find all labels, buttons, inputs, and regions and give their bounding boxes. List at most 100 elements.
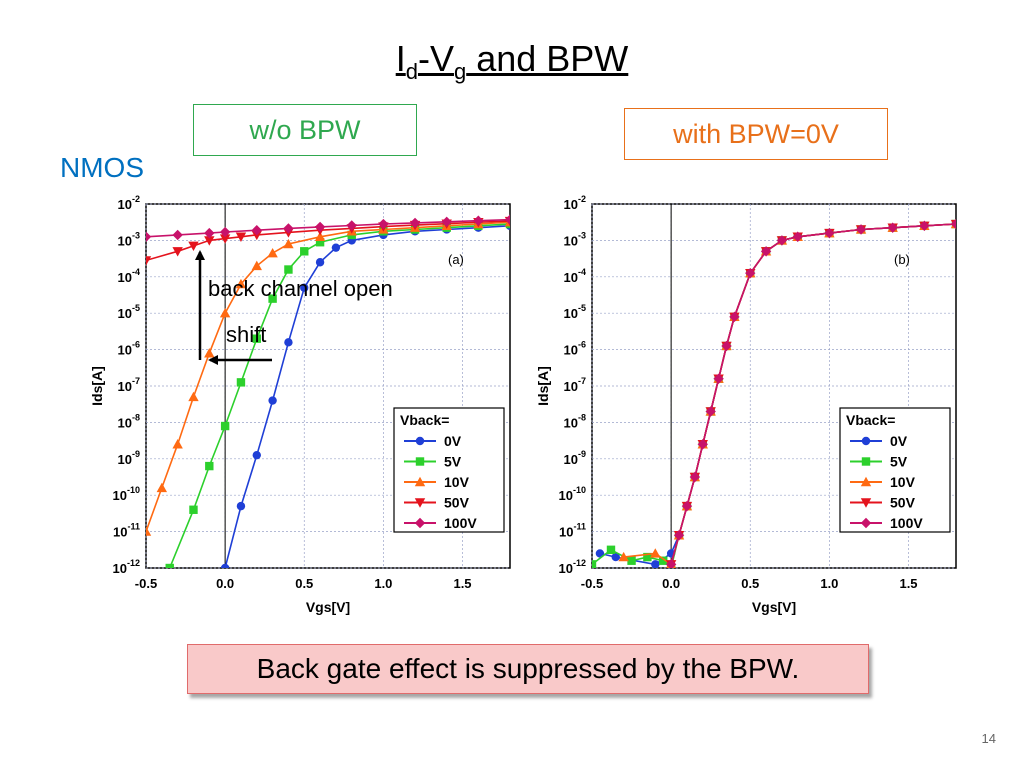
data-point (156, 482, 168, 493)
data-point (204, 236, 215, 246)
page-number: 14 (981, 731, 996, 746)
y-tick-label: 10-9 (564, 449, 586, 467)
data-point (188, 241, 199, 252)
data-point (643, 552, 652, 562)
data-point (284, 265, 293, 274)
y-tick-label: 10-9 (118, 449, 140, 467)
title-i: I (395, 38, 406, 79)
legend: Vback= 0V 5V 10V 50V 100V (393, 407, 505, 533)
annotation-shift: shift (226, 322, 267, 347)
data-point (611, 552, 620, 562)
data-point (267, 247, 278, 258)
x-tick-label: 1.5 (899, 576, 917, 591)
data-point (204, 227, 215, 239)
y-tick-label: 10-5 (564, 303, 586, 321)
y-tick-label: 10-4 (564, 267, 586, 285)
data-point (300, 283, 309, 292)
data-point (504, 214, 510, 225)
title-g-subscript: g (453, 59, 467, 85)
legend-entry: 0V (444, 433, 462, 449)
data-point (473, 215, 484, 226)
y-tick-label: 10-2 (118, 194, 140, 212)
legend-marker (414, 476, 426, 487)
data-point (314, 231, 326, 241)
x-axis-label: Vgs[V] (752, 599, 796, 615)
data-point (220, 563, 230, 568)
legend: Vback= 0V 5V 10V 50V 100V (839, 407, 951, 533)
data-point (314, 221, 326, 233)
legend-marker (860, 476, 872, 487)
x-tick-label: 0.0 (216, 576, 234, 591)
data-point (165, 563, 174, 568)
data-point (659, 556, 668, 565)
data-point (235, 278, 247, 289)
conclusion-note: Back gate effect is suppressed by the BP… (187, 644, 869, 694)
data-point (346, 220, 357, 231)
data-point (651, 560, 660, 568)
y-tick-label: 10-10 (113, 485, 140, 503)
data-point (950, 218, 956, 230)
legend-title: Vback= (400, 412, 449, 428)
title-v: -V (417, 38, 454, 79)
data-point (887, 222, 898, 233)
y-tick-label: 10-8 (564, 412, 586, 430)
data-point (146, 526, 152, 536)
data-point (283, 238, 294, 249)
x-tick-label: 0.0 (662, 576, 680, 591)
data-point (618, 551, 629, 562)
y-tick-label: 10-10 (559, 485, 586, 503)
x-tick-label: -0.5 (581, 576, 603, 591)
y-tick-label: 10-4 (118, 267, 140, 285)
title-rest: and BPW (466, 38, 629, 79)
x-tick-label: 0.5 (295, 576, 313, 591)
legend-entry: 5V (444, 454, 462, 470)
legend-marker (860, 498, 872, 508)
data-point (721, 340, 732, 352)
data-point (268, 396, 277, 405)
data-point (251, 225, 262, 236)
legend-entry: 0V (890, 433, 908, 449)
data-point (251, 230, 262, 241)
data-point (792, 231, 803, 242)
data-point (219, 308, 231, 318)
data-point (855, 224, 867, 235)
y-tick-label: 10-7 (118, 376, 140, 394)
data-point (689, 471, 701, 483)
x-tick-label: 1.0 (374, 576, 392, 591)
legend-marker (415, 457, 425, 466)
data-point (236, 501, 246, 511)
y-axis-label: Ids[A] (535, 366, 551, 406)
y-tick-label: 10-5 (118, 303, 140, 321)
data-point (252, 334, 261, 343)
y-tick-label: 10-3 (564, 230, 586, 248)
data-point (172, 439, 183, 449)
data-point (172, 229, 183, 241)
title-d-subscript: d (405, 59, 418, 85)
data-point (235, 232, 247, 242)
data-point (252, 450, 261, 460)
left-panel-label: w/o BPW (249, 114, 361, 145)
x-tick-label: 1.5 (453, 576, 471, 591)
y-tick-label: 10-6 (118, 340, 140, 358)
legend-marker (415, 436, 425, 446)
data-point (268, 294, 277, 303)
chart-a: 10-12 10-11 10-10 10-9 10-8 10-7 10-6 10-5 10-4 1… (89, 194, 511, 615)
y-tick-label: 10-7 (564, 376, 586, 394)
y-tick-label: 10-12 (559, 558, 586, 576)
data-point (673, 530, 685, 541)
data-point (251, 260, 262, 271)
nmos-label: NMOS (60, 152, 144, 183)
data-point (315, 258, 325, 267)
legend-marker (414, 498, 426, 508)
data-point (236, 378, 246, 387)
data-point (172, 247, 183, 257)
data-point (188, 391, 199, 402)
data-point (205, 461, 214, 471)
legend-entry: 100V (890, 515, 923, 531)
legend-marker (861, 436, 871, 446)
data-point (284, 338, 293, 347)
data-point (606, 545, 616, 554)
chart-b: 10-12 10-11 10-10 10-9 10-8 10-7 10-6 10-5 10-4 1… (535, 194, 957, 615)
left-panel-label-box: w/o BPW (193, 104, 417, 156)
legend-title: Vback= (846, 412, 895, 428)
